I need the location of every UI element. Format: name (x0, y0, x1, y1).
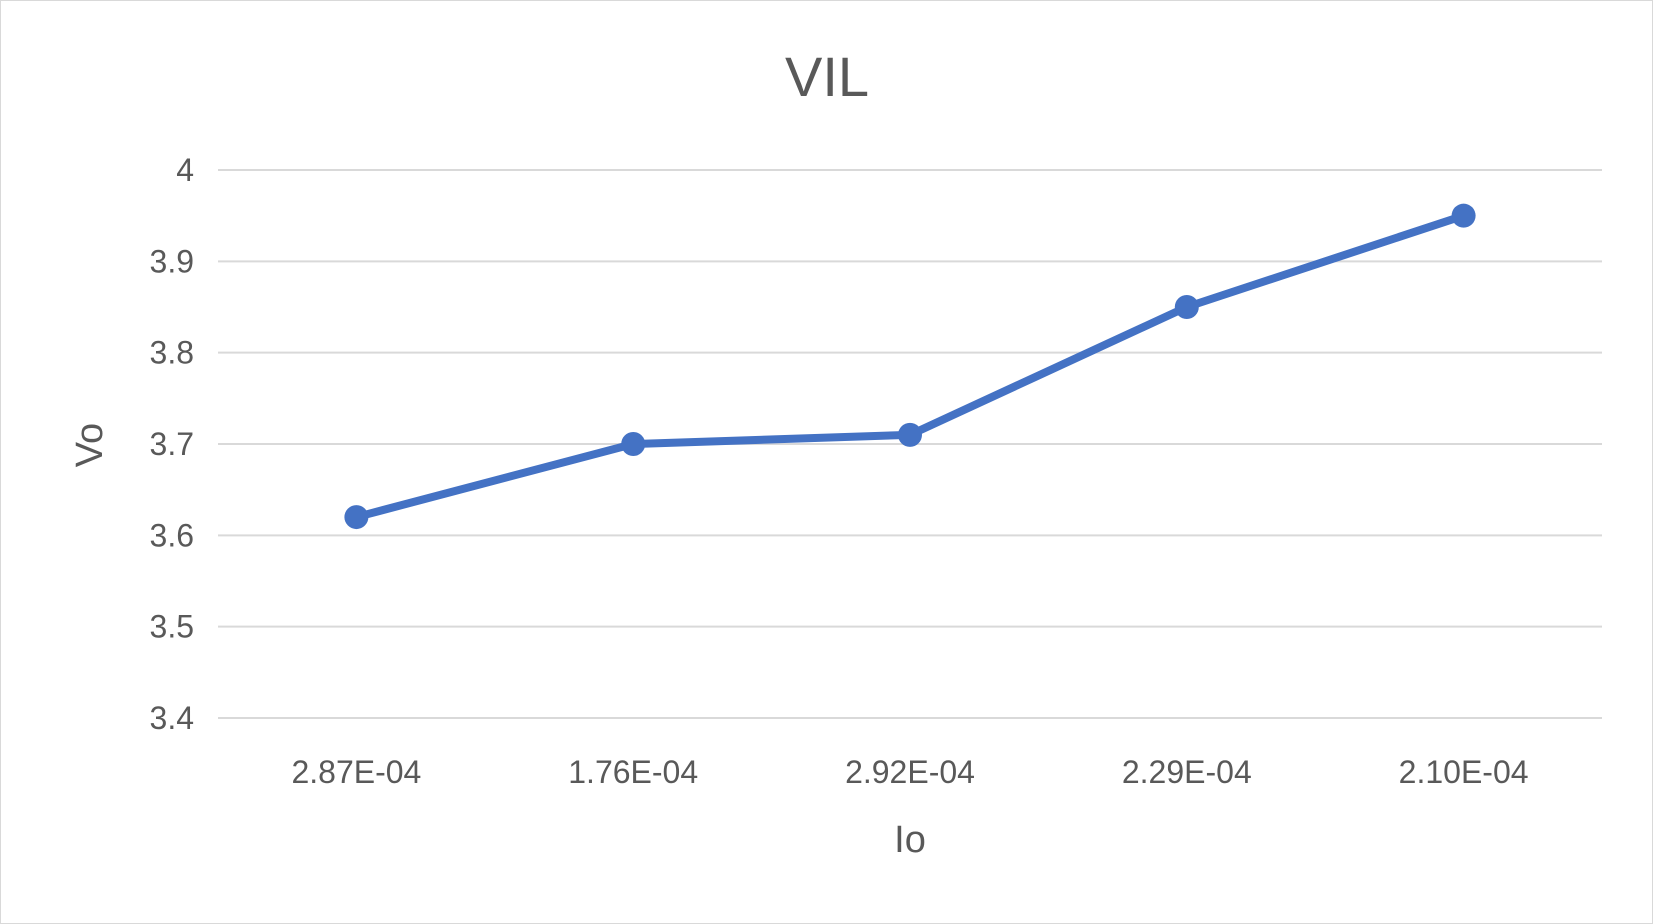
y-tick-label: 3.7 (150, 426, 194, 462)
x-axis-title: Io (894, 819, 926, 861)
x-tick-label: 2.29E-04 (1122, 754, 1252, 790)
y-tick-label: 4 (176, 152, 194, 188)
y-axis-title: Vo (69, 423, 111, 467)
y-axis-ticks: 3.4 3.5 3.6 3.7 3.8 3.9 4 (150, 152, 194, 736)
y-tick-label: 3.5 (150, 609, 194, 645)
data-point (344, 505, 369, 530)
y-tick-label: 3.9 (150, 243, 194, 279)
y-tick-label: 3.6 (150, 517, 194, 553)
x-tick-label: 1.76E-04 (568, 754, 698, 790)
x-tick-label: 2.87E-04 (291, 754, 421, 790)
data-point (898, 422, 922, 447)
data-point (1451, 203, 1476, 228)
chart-title: VIL (785, 45, 869, 108)
data-point (621, 432, 646, 456)
y-tick-label: 3.4 (150, 700, 194, 736)
y-tick-label: 3.8 (150, 335, 194, 371)
x-tick-label: 2.10E-04 (1399, 754, 1529, 790)
data-point (1174, 295, 1199, 319)
x-tick-label: 2.92E-04 (845, 754, 975, 790)
series-layer (344, 203, 1476, 530)
gridlines (218, 169, 1602, 719)
x-axis-ticks: 2.87E-04 1.76E-04 2.92E-04 2.29E-04 2.10E-04 (291, 754, 1528, 790)
